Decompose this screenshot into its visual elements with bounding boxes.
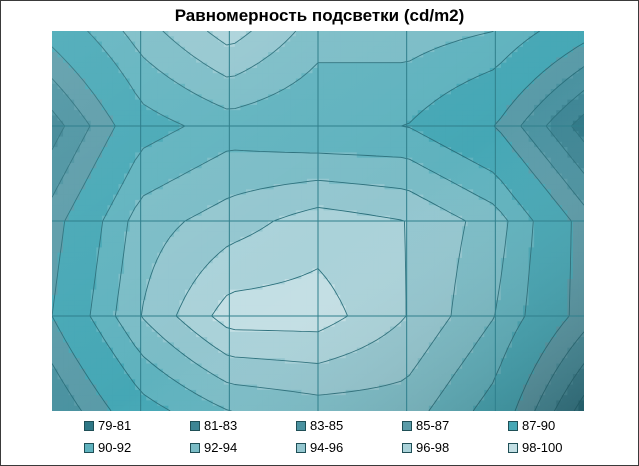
chart-title: Равномерность подсветки (cd/m2) bbox=[174, 6, 465, 25]
contour-plot-area bbox=[52, 31, 584, 411]
